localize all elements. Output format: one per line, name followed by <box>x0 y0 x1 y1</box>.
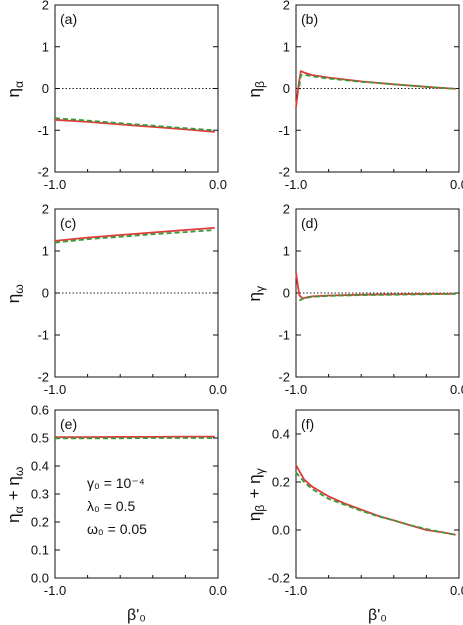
series-line-dashed <box>298 73 456 90</box>
y-tick-label: 1 <box>42 244 49 259</box>
y-axis-label: ηβ <box>245 80 267 98</box>
annotation-text: ω₀ = 0.05 <box>87 521 147 537</box>
y-axis-label: ηα <box>4 80 26 98</box>
y-tick-label: 2 <box>283 202 290 217</box>
series-line-dashed <box>54 229 215 244</box>
y-tick-label: -2 <box>278 370 290 385</box>
y-tick-label: 0.4 <box>31 459 49 474</box>
y-tick-label: -1 <box>37 328 49 343</box>
panel-label: (c) <box>60 215 76 231</box>
series-line-dashed <box>298 292 456 302</box>
x-tick-label: 0.0 <box>450 583 463 598</box>
panel-0: -2 -1 0 1 2 -1.0 0.0 (a) ηα <box>4 0 227 192</box>
x-tick-label: -1.0 <box>285 382 307 397</box>
x-axis-label: β'₀ <box>368 607 387 624</box>
series-line-solid <box>54 227 215 242</box>
panel-2: -2 -1 0 1 2 -1.0 0.0 (c) ηω <box>4 202 227 398</box>
y-axis-label: ηγ <box>245 284 267 301</box>
y-tick-label: 2 <box>283 0 290 13</box>
y-tick-label: 0.2 <box>31 515 49 530</box>
y-tick-label: -0.2 <box>268 571 290 586</box>
x-tick-label: -1.0 <box>44 177 66 192</box>
annotation-text: γ₀ = 10⁻⁴ <box>87 475 145 491</box>
x-tick-label: -1.0 <box>285 177 307 192</box>
x-tick-label: -1.0 <box>285 583 307 598</box>
y-tick-label: 1 <box>283 244 290 259</box>
panel-label: (e) <box>60 416 77 432</box>
series-line-solid <box>295 272 456 300</box>
series-line-dashed <box>54 117 215 132</box>
y-tick-label: 1 <box>283 39 290 54</box>
y-tick-label: 2 <box>42 0 49 13</box>
y-tick-label: 0.2 <box>272 475 290 490</box>
panel-3: -2 -1 0 1 2 -1.0 0.0 (d) ηγ <box>245 202 463 398</box>
y-tick-label: -2 <box>278 165 290 180</box>
y-tick-label: 0.4 <box>272 427 290 442</box>
y-tick-label: 0.5 <box>31 431 49 446</box>
x-tick-label: -1.0 <box>44 382 66 397</box>
x-tick-label: 0.0 <box>209 382 227 397</box>
series-line-solid <box>295 464 456 536</box>
y-tick-label: 1 <box>42 39 49 54</box>
x-tick-label: -1.0 <box>44 583 66 598</box>
series-line-solid <box>55 435 215 439</box>
y-tick-label: 0 <box>42 286 49 301</box>
y-tick-label: 0.1 <box>31 543 49 558</box>
x-axis-label: β'₀ <box>127 607 146 624</box>
panel-label: (f) <box>301 416 314 432</box>
x-tick-label: 0.0 <box>450 382 463 397</box>
series-line-solid <box>54 118 215 133</box>
panel-5: -0.2 0.0 0.2 0.4 -1.0 0.0 (f) ηβ + ηγ β'₀ <box>245 409 463 624</box>
plot-frame <box>295 409 460 579</box>
y-tick-label: 0 <box>283 286 290 301</box>
y-tick-label: -1 <box>37 123 49 138</box>
y-axis-label: ηα + ηω <box>4 465 26 523</box>
x-tick-label: 0.0 <box>209 177 227 192</box>
panel-label: (a) <box>60 11 77 27</box>
y-tick-label: 0.0 <box>31 571 49 586</box>
y-tick-label: -2 <box>37 370 49 385</box>
series-line-solid <box>295 70 456 108</box>
y-tick-label: 0.0 <box>272 523 290 538</box>
y-axis-label: ηβ + ηγ <box>245 467 267 521</box>
plot-frame <box>54 409 219 579</box>
y-tick-label: 0 <box>283 81 290 96</box>
y-tick-label: -2 <box>37 165 49 180</box>
panel-label: (b) <box>301 11 318 27</box>
annotation-text: λ₀ = 0.5 <box>87 498 135 514</box>
y-tick-label: -1 <box>278 328 290 343</box>
y-tick-label: 0.6 <box>31 403 49 418</box>
panel-1: -2 -1 0 1 2 -1.0 0.0 (b) ηβ <box>245 0 463 192</box>
y-axis-label: ηω <box>4 283 26 303</box>
panel-4: 0.00.10.20.30.40.50.6-1.0 0.0(e)ηα + ηω β… <box>4 403 227 625</box>
series-line-dashed <box>295 471 456 536</box>
x-tick-label: 0.0 <box>209 583 227 598</box>
x-tick-label: 0.0 <box>450 177 463 192</box>
panel-label: (d) <box>301 215 318 231</box>
y-tick-label: 0 <box>42 81 49 96</box>
y-tick-label: -1 <box>278 123 290 138</box>
y-tick-label: 0.3 <box>31 487 49 502</box>
y-tick-label: 2 <box>42 202 49 217</box>
